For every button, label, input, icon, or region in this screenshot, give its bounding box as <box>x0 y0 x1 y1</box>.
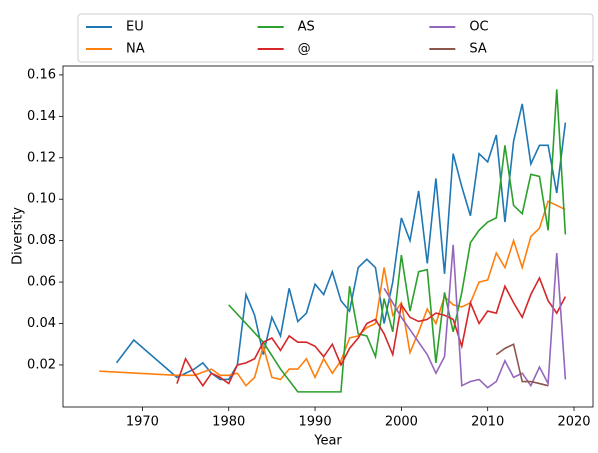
y-axis-label: Diversity <box>11 207 26 265</box>
series-line <box>495 343 549 387</box>
x-tick-label: 2010 <box>471 415 504 430</box>
series-line <box>383 244 567 389</box>
series-line <box>176 275 567 388</box>
x-tick-label: 2000 <box>385 415 418 430</box>
legend-label: NA <box>126 42 145 57</box>
y-tick-label: 0.06 <box>27 275 56 290</box>
legend-box <box>77 13 594 63</box>
legend-label: AS <box>298 20 315 35</box>
y-tick-label: 0.14 <box>27 109 56 124</box>
plot-frame <box>62 65 594 408</box>
series-line <box>99 200 566 387</box>
legend-label: SA <box>469 42 486 57</box>
y-tick-label: 0.12 <box>27 150 56 165</box>
x-tick-label: 1980 <box>212 415 245 430</box>
y-tick-label: 0.10 <box>27 192 56 207</box>
legend-label: @ <box>298 42 311 57</box>
legend-label: OC <box>469 20 488 35</box>
series-line <box>115 103 567 381</box>
y-tick-label: 0.04 <box>27 316 56 331</box>
y-tick-label: 0.02 <box>27 357 56 372</box>
x-axis-label: Year <box>313 434 342 449</box>
y-tick-label: 0.16 <box>27 67 56 82</box>
x-tick-label: 1970 <box>126 415 159 430</box>
x-tick-label: 2020 <box>557 415 590 430</box>
series-line <box>228 89 567 393</box>
x-tick-label: 1990 <box>299 415 332 430</box>
legend-label: EU <box>126 20 144 35</box>
y-tick-label: 0.08 <box>27 233 56 248</box>
